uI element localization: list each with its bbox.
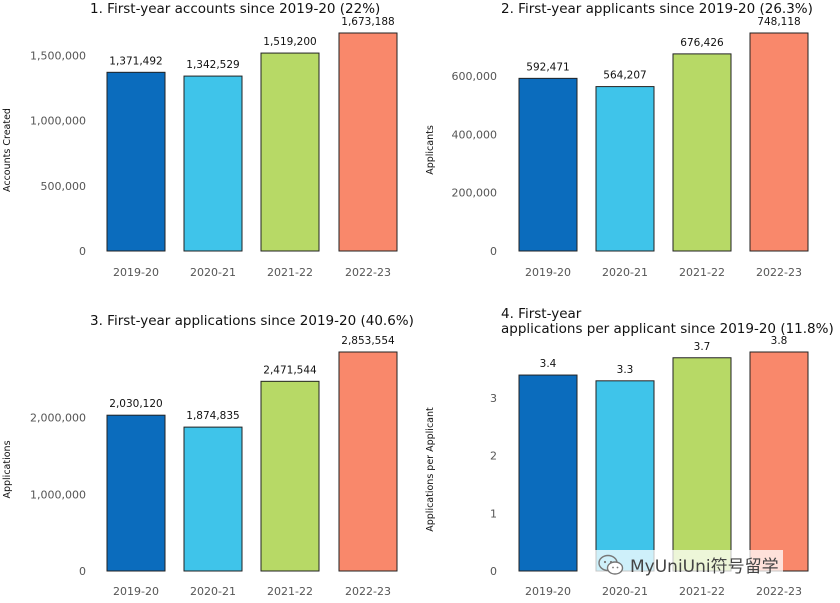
bar bbox=[106, 414, 166, 572]
data-label: 564,207 bbox=[603, 70, 646, 82]
y-axis-label: Applications bbox=[2, 440, 13, 498]
data-label: 2,030,120 bbox=[109, 398, 162, 410]
chart-title: 1. First-year accounts since 2019-20 (22… bbox=[90, 1, 380, 17]
y-tick-label: 0 bbox=[490, 565, 497, 578]
data-label: 1,673,188 bbox=[341, 16, 394, 28]
x-tick-label: 2022-23 bbox=[756, 266, 802, 279]
x-tick-label: 2020-21 bbox=[190, 266, 236, 279]
data-label: 2,471,544 bbox=[263, 364, 317, 376]
bar bbox=[260, 380, 320, 572]
y-tick-label: 600,000 bbox=[452, 70, 498, 83]
y-tick-label: 1 bbox=[490, 507, 497, 520]
data-label: 1,519,200 bbox=[263, 36, 316, 48]
y-tick-label: 1,500,000 bbox=[30, 50, 86, 63]
wechat-icon bbox=[598, 554, 624, 575]
data-label: 1,342,529 bbox=[186, 59, 239, 71]
y-axis-label: Applicants bbox=[425, 125, 436, 175]
y-tick-label: 0 bbox=[490, 245, 497, 258]
x-tick-label: 2020-21 bbox=[190, 585, 236, 598]
x-tick-label: 2022-23 bbox=[345, 266, 391, 279]
data-label: 3.8 bbox=[771, 335, 788, 347]
data-label: 3.3 bbox=[617, 364, 634, 376]
y-axis-label: Applications per Applicant bbox=[425, 407, 436, 532]
data-label: 2,853,554 bbox=[341, 335, 395, 347]
bar bbox=[749, 351, 809, 572]
x-tick-label: 2019-20 bbox=[525, 266, 571, 279]
x-tick-label: 2020-21 bbox=[602, 266, 648, 279]
chart-panel-4: 4. First-year applications per applicant … bbox=[425, 306, 834, 598]
x-tick-label: 2021-22 bbox=[679, 266, 725, 279]
x-tick-label: 2021-22 bbox=[267, 266, 313, 279]
y-tick-label: 2 bbox=[490, 450, 497, 463]
chart-panel-1: 1. First-year accounts since 2019-20 (22… bbox=[2, 1, 398, 279]
y-tick-label: 200,000 bbox=[452, 187, 498, 200]
bar bbox=[749, 32, 809, 252]
bar bbox=[338, 351, 398, 572]
chart-title: 2. First-year applicants since 2019-20 (… bbox=[501, 1, 813, 17]
y-tick-label: 1,000,000 bbox=[30, 488, 86, 501]
watermark: MyUniUni符号留学 bbox=[594, 550, 783, 579]
chart-title-line: 4. First-year bbox=[501, 306, 582, 322]
bar bbox=[595, 380, 655, 572]
y-tick-label: 1,000,000 bbox=[30, 115, 86, 128]
chart-panel-2: 2. First-year applicants since 2019-20 (… bbox=[425, 1, 813, 279]
bar bbox=[595, 86, 655, 252]
x-tick-label: 2021-22 bbox=[267, 585, 313, 598]
data-label: 1,371,492 bbox=[109, 55, 162, 67]
chart-title-line: 2. First-year applicants since 2019-20 (… bbox=[501, 1, 813, 17]
chart-title: 4. First-year applications per applicant … bbox=[501, 306, 834, 337]
bar bbox=[672, 357, 732, 572]
chart-title-line: applications per applicant since 2019-20… bbox=[501, 321, 834, 337]
data-label: 676,426 bbox=[680, 37, 724, 49]
bar bbox=[183, 75, 243, 252]
data-label: 3.4 bbox=[540, 358, 557, 370]
x-tick-label: 2019-20 bbox=[113, 266, 159, 279]
x-tick-label: 2022-23 bbox=[345, 585, 391, 598]
data-label: 1,874,835 bbox=[186, 410, 239, 422]
bar bbox=[183, 426, 243, 572]
chart-title-line: 3. First-year applications since 2019-20… bbox=[90, 313, 414, 329]
bar bbox=[106, 71, 166, 252]
chart-title-line: 1. First-year accounts since 2019-20 (22… bbox=[90, 1, 380, 17]
chart-panel-3: 3. First-year applications since 2019-20… bbox=[2, 313, 414, 598]
data-label: 3.7 bbox=[694, 341, 711, 353]
bar bbox=[518, 374, 578, 572]
bar bbox=[518, 77, 578, 252]
x-tick-label: 2022-23 bbox=[756, 585, 802, 598]
data-label: 592,471 bbox=[526, 61, 569, 73]
bar bbox=[338, 32, 398, 252]
y-tick-label: 2,000,000 bbox=[30, 412, 86, 425]
x-tick-label: 2019-20 bbox=[113, 585, 159, 598]
y-tick-label: 0 bbox=[79, 565, 86, 578]
x-tick-label: 2021-22 bbox=[679, 585, 725, 598]
y-tick-label: 400,000 bbox=[452, 128, 498, 141]
bar bbox=[672, 53, 732, 252]
y-tick-label: 500,000 bbox=[41, 180, 87, 193]
data-label: 748,118 bbox=[757, 16, 800, 28]
x-tick-label: 2019-20 bbox=[525, 585, 571, 598]
y-tick-label: 0 bbox=[79, 245, 86, 258]
bar bbox=[260, 52, 320, 252]
x-tick-label: 2020-21 bbox=[602, 585, 648, 598]
y-tick-label: 3 bbox=[490, 392, 497, 405]
y-axis-label: Accounts Created bbox=[2, 108, 13, 192]
chart-title: 3. First-year applications since 2019-20… bbox=[90, 313, 414, 329]
watermark-text: MyUniUni符号留学 bbox=[630, 557, 779, 577]
